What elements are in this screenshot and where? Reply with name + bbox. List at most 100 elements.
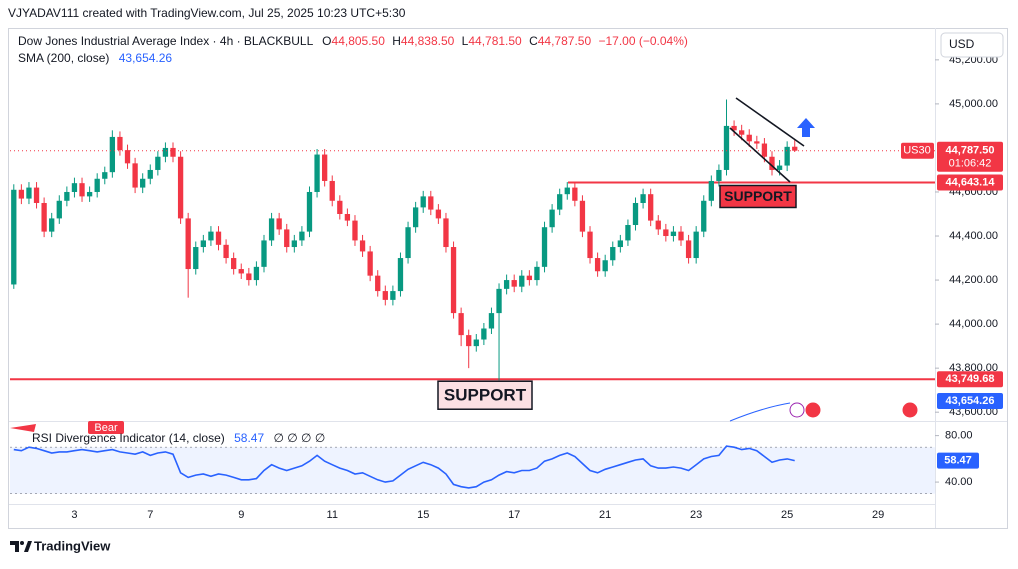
price-label: 44,787.50 <box>946 145 995 157</box>
legend-change: −17.00 (−0.04%) <box>598 34 687 48</box>
candle-body <box>193 247 199 270</box>
symbol-label: US30 <box>903 145 931 157</box>
signal-label: Bear <box>94 422 118 434</box>
countdown-label: 01:06:42 <box>949 158 992 170</box>
candle-body <box>253 266 260 281</box>
bear-signal: Bear <box>10 421 124 434</box>
event-icon <box>901 401 919 419</box>
candle-body <box>557 194 563 210</box>
rsi-pane <box>10 445 935 495</box>
candle-body <box>261 240 267 267</box>
candle-body <box>723 125 730 170</box>
candle-body <box>94 178 100 192</box>
candle-body <box>155 156 161 170</box>
candle-body <box>246 273 252 281</box>
sma-badge-label: 43,654.26 <box>946 395 995 407</box>
annotation-label: SUPPORT <box>444 386 527 405</box>
annotation-box <box>437 380 533 410</box>
candle-body <box>337 200 343 214</box>
candle-body <box>344 214 351 221</box>
candle-body <box>670 231 677 237</box>
candle-body <box>109 136 116 173</box>
symbol-title: Dow Jones Industrial Average Index · 4h … <box>18 34 314 48</box>
event-icons <box>789 401 919 419</box>
candle-body <box>33 187 40 203</box>
candle-body <box>390 291 396 300</box>
candle-body <box>200 240 206 248</box>
candle-body <box>428 196 434 210</box>
candle-body <box>443 218 449 248</box>
legend-key: H <box>392 34 401 48</box>
candle-body <box>86 191 93 197</box>
x-tick-label: 11 <box>327 509 338 521</box>
candle-body <box>208 231 214 241</box>
candle-body <box>170 147 176 157</box>
candle-body <box>352 220 358 241</box>
annotation-box <box>719 184 797 209</box>
logo-part <box>20 541 24 545</box>
candle-body <box>716 169 722 181</box>
candle-body <box>564 187 570 195</box>
x-tick-label: 21 <box>599 509 611 521</box>
symbol-badge <box>901 142 934 159</box>
candle-body <box>602 260 608 272</box>
candle-body <box>49 218 55 232</box>
legend-key: C <box>529 34 538 48</box>
candle-body <box>435 209 442 219</box>
candle-body <box>367 251 373 276</box>
candle-body <box>746 134 752 142</box>
candle-body <box>640 194 646 203</box>
candle-body <box>397 258 404 292</box>
legend-value: 44,787.50 <box>538 34 592 48</box>
candle-body <box>617 240 624 248</box>
candle-body <box>162 147 169 157</box>
rsi-tick-label: 40.00 <box>945 476 973 488</box>
candle-body <box>784 146 790 166</box>
candle-body <box>754 141 760 144</box>
candle-body <box>177 156 184 219</box>
currency-label[interactable]: USD <box>949 37 975 51</box>
candle-body <box>541 227 548 267</box>
candle-body <box>41 202 47 232</box>
logo-part <box>10 541 19 552</box>
candle-body <box>71 183 78 192</box>
candle-body <box>648 194 654 221</box>
x-tick-label: 17 <box>508 509 520 521</box>
x-tick-label: 15 <box>417 509 429 521</box>
up-arrow <box>797 118 815 137</box>
candle-body <box>685 240 692 259</box>
rsi-badge-label: 58.47 <box>944 455 972 467</box>
event-icon <box>789 402 805 418</box>
logo-part <box>24 541 32 552</box>
candle-body <box>26 187 32 199</box>
sma-badge <box>937 393 1003 409</box>
currency-button[interactable] <box>940 32 1004 58</box>
candle-body <box>655 220 661 230</box>
x-tick-label: 7 <box>147 509 153 521</box>
level-label: 43,749.68 <box>946 373 995 385</box>
candle-body <box>321 154 328 181</box>
legend-value: 44,805.50 <box>332 34 386 48</box>
axes: 45,200.0045,000.0044,600.0044,400.0044,2… <box>71 54 1003 521</box>
rsi-legend: RSI Divergence Indicator (14, close) 58.… <box>32 431 325 445</box>
candle-body <box>132 163 138 188</box>
candle-body <box>731 125 737 131</box>
y-tick-label: 43,600.00 <box>949 406 998 418</box>
candle-body <box>519 275 525 287</box>
candle-body <box>481 328 487 340</box>
legend-key: O <box>322 34 331 48</box>
x-tick-label: 9 <box>238 509 244 521</box>
candle-body <box>769 156 775 170</box>
price-pane <box>10 99 935 381</box>
candle-body <box>124 150 131 164</box>
candle-body <box>375 275 381 292</box>
candle-body <box>466 335 472 347</box>
candle-body <box>223 244 229 259</box>
candle-body <box>79 183 85 197</box>
candle-body <box>594 258 601 272</box>
candle-body <box>238 269 244 274</box>
y-tick-label: 45,200.00 <box>949 54 998 66</box>
footer-brand: TradingView <box>34 538 111 553</box>
